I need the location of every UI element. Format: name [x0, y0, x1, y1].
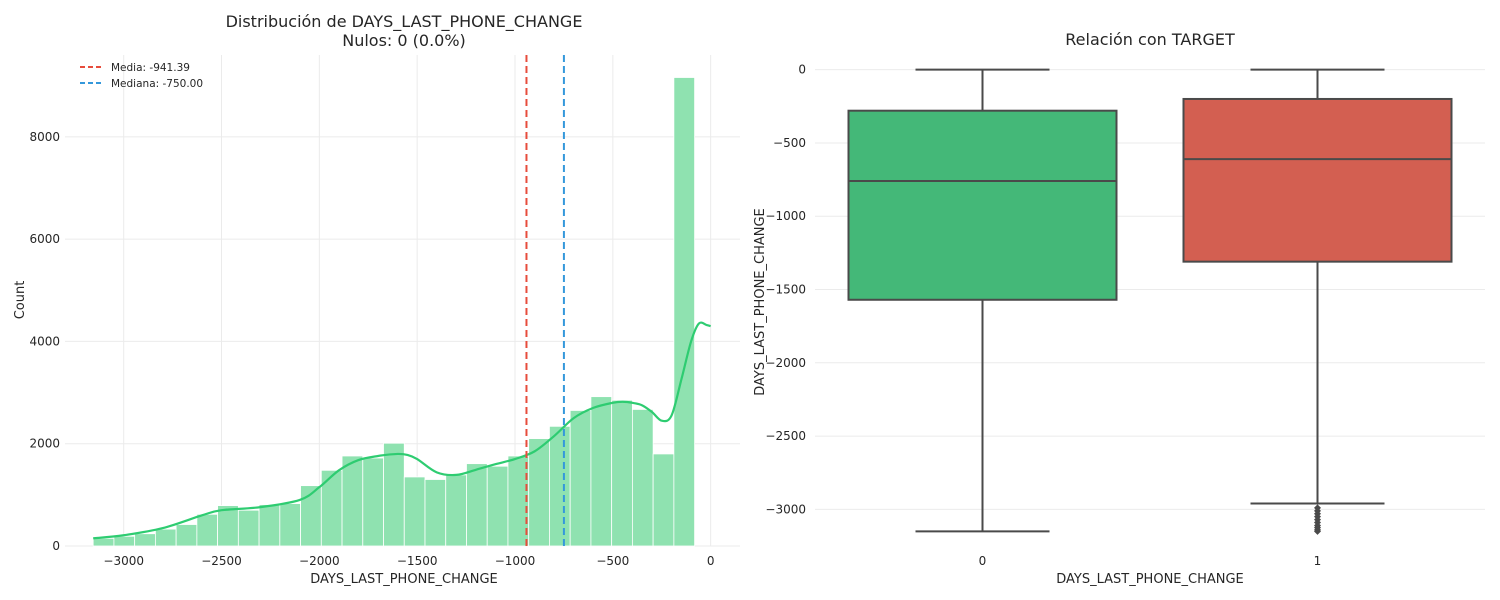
histogram-bar — [134, 533, 156, 547]
histogram-bar — [403, 476, 426, 547]
histogram-bar — [154, 528, 177, 547]
histogram-bar — [673, 77, 696, 547]
histogram-bar — [217, 505, 239, 547]
histogram-bar — [611, 399, 633, 547]
x-tick-label: −500 — [596, 554, 629, 568]
histogram-bar — [528, 438, 550, 547]
histogram-bar — [590, 396, 613, 547]
legend-median-label: Mediana: -750.00 — [111, 78, 203, 90]
histogram-bar — [258, 504, 281, 547]
legend-mean-label: Media: -941.39 — [111, 62, 190, 74]
y-tick-label: −3000 — [765, 502, 806, 516]
boxplot-x-axis-label: DAYS_LAST_PHONE_CHANGE — [1056, 572, 1244, 587]
y-tick-label: −1500 — [765, 283, 806, 297]
y-tick-label: −2000 — [765, 356, 806, 370]
y-tick-label: −1000 — [765, 209, 806, 223]
histogram-bar — [279, 503, 301, 547]
y-tick-label: 2000 — [29, 437, 60, 451]
histogram-bar — [113, 535, 136, 547]
box-1 — [1182, 97, 1453, 263]
histogram-bars — [92, 77, 696, 547]
y-tick-label: 0 — [52, 539, 60, 553]
histogram-bar — [237, 509, 260, 547]
boxplot-y-axis-label: DAYS_LAST_PHONE_CHANGE — [753, 208, 768, 396]
x-tick-label: 1 — [1314, 554, 1322, 568]
y-tick-label: 8000 — [29, 130, 60, 144]
histogram-x-ticks: −3000 −2500 −2000 −1500 −1000 −500 0 — [103, 554, 714, 568]
histogram-bar — [466, 463, 488, 547]
y-tick-label: 6000 — [29, 232, 60, 246]
histogram-y-ticks: 0 2000 4000 6000 8000 — [29, 130, 60, 553]
outlier-point — [1314, 527, 1321, 535]
histogram-subtitle: Nulos: 0 (0.0%) — [342, 31, 466, 50]
histogram-bar — [631, 409, 654, 547]
kde-line — [93, 321, 711, 540]
histogram-chart: Distribución de DAYS_LAST_PHONE_CHANGE N… — [13, 12, 740, 587]
x-tick-label: −1000 — [495, 554, 536, 568]
x-tick-label: −2500 — [201, 554, 242, 568]
y-tick-label: −500 — [773, 136, 806, 150]
histogram-bar — [652, 453, 675, 547]
histogram-title: Distribución de DAYS_LAST_PHONE_CHANGE — [226, 12, 583, 32]
box-0 — [847, 109, 1118, 301]
legend: Media: -941.39 Mediana: -750.00 — [80, 62, 203, 90]
y-tick-label: 0 — [798, 63, 806, 77]
histogram-bar — [196, 513, 219, 547]
x-tick-label: −3000 — [103, 554, 144, 568]
histogram-bar — [383, 442, 405, 547]
boxplot-title: Relación con TARGET — [1065, 30, 1235, 49]
histogram-bar — [175, 524, 198, 547]
histogram-bar — [341, 455, 364, 547]
x-tick-label: −1500 — [397, 554, 438, 568]
histogram-x-axis-label: DAYS_LAST_PHONE_CHANGE — [310, 572, 498, 587]
histogram-bar — [549, 425, 571, 547]
boxplot-chart: Relación con TARGET 0 −500 −1000 −1500 −2000… — [753, 30, 1485, 587]
histogram-bar — [92, 537, 115, 547]
histogram-bar — [445, 474, 467, 547]
x-tick-label: 0 — [979, 554, 987, 568]
y-tick-label: 4000 — [29, 334, 60, 348]
x-tick-label: −2000 — [299, 554, 340, 568]
kde-curve — [93, 321, 711, 540]
histogram-bar — [362, 457, 384, 547]
boxes — [847, 68, 1453, 535]
histogram-bar — [486, 465, 509, 547]
y-tick-label: −2500 — [765, 429, 806, 443]
histogram-y-axis-label: Count — [13, 281, 28, 320]
histogram-bar — [424, 479, 447, 547]
x-tick-label: 0 — [707, 554, 715, 568]
histogram-bar — [569, 410, 592, 547]
reference-lines — [525, 55, 565, 546]
boxplot-y-ticks: 0 −500 −1000 −1500 −2000 −2500 −3000 — [765, 63, 806, 517]
